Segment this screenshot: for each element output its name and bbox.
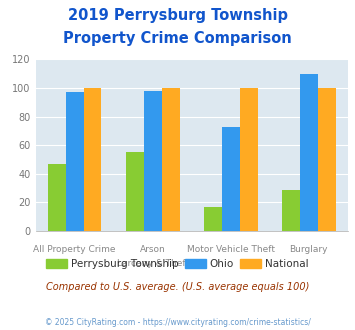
Text: Compared to U.S. average. (U.S. average equals 100): Compared to U.S. average. (U.S. average … (46, 282, 309, 292)
Bar (222, 127, 240, 231)
Text: All Property Crime: All Property Crime (33, 245, 116, 254)
Text: Arson: Arson (140, 245, 165, 254)
Bar (162, 88, 180, 231)
Bar (300, 74, 318, 231)
Bar (318, 88, 336, 231)
Bar (240, 88, 258, 231)
Text: Motor Vehicle Theft: Motor Vehicle Theft (187, 245, 275, 254)
Bar (83, 88, 102, 231)
Text: Burglary: Burglary (290, 245, 328, 254)
Bar (144, 91, 162, 231)
Bar (126, 152, 144, 231)
Text: © 2025 CityRating.com - https://www.cityrating.com/crime-statistics/: © 2025 CityRating.com - https://www.city… (45, 318, 310, 327)
Bar (48, 164, 66, 231)
Bar (204, 207, 222, 231)
Text: 2019 Perrysburg Township: 2019 Perrysburg Township (67, 8, 288, 23)
Text: Larceny & Theft: Larceny & Theft (116, 259, 189, 268)
Legend: Perrysburg Township, Ohio, National: Perrysburg Township, Ohio, National (42, 254, 313, 273)
Bar (282, 189, 300, 231)
Bar (66, 92, 83, 231)
Text: Property Crime Comparison: Property Crime Comparison (63, 31, 292, 46)
